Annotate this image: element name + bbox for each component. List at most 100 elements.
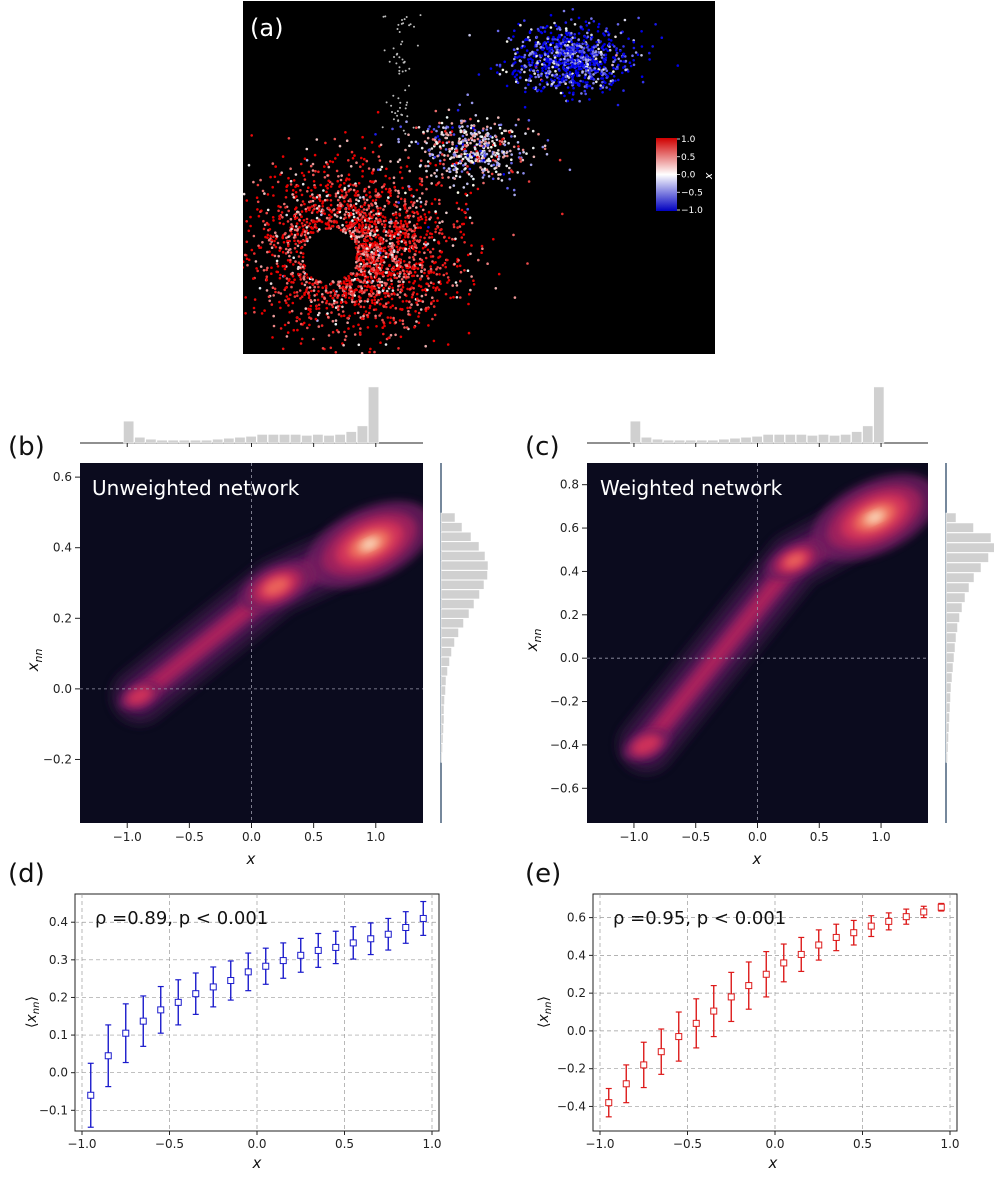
scatter-point — [364, 226, 368, 229]
scatter-point — [433, 143, 437, 146]
scatter-point — [476, 137, 480, 141]
scatter-point — [366, 264, 369, 268]
histogram-bar — [945, 532, 992, 543]
scatter-point — [470, 175, 473, 178]
scatter-point — [404, 247, 408, 251]
scatter-point — [368, 212, 371, 216]
scatter-point — [520, 64, 524, 68]
scatter-point — [368, 265, 372, 268]
scatter-point — [359, 285, 363, 288]
data-point — [384, 930, 392, 938]
scatter-point — [429, 265, 433, 268]
scatter-point — [272, 219, 275, 222]
scatter-point — [446, 281, 449, 284]
scatter-point — [562, 53, 565, 56]
scatter-point — [359, 327, 362, 330]
scatter-point — [555, 86, 558, 90]
scatter-point — [390, 292, 394, 296]
colorbar-tick-label: 0.5 — [681, 153, 695, 163]
scatter-point — [405, 229, 409, 233]
scatter-point — [324, 141, 327, 145]
scatter-point — [301, 200, 305, 203]
scatter-point — [400, 253, 404, 256]
scatter-point — [397, 97, 400, 100]
panel-c-ylabel-sub: nn — [531, 629, 544, 643]
scatter-point — [588, 84, 592, 88]
scatter-point — [278, 221, 282, 225]
scatter-point — [336, 294, 340, 297]
scatter-point — [384, 295, 387, 299]
scatter-point — [279, 306, 282, 310]
scatter-point — [286, 239, 289, 243]
scatter-point — [431, 357, 434, 360]
data-point — [850, 929, 858, 937]
scatter-point — [457, 259, 460, 262]
scatter-point — [328, 213, 331, 217]
scatter-point — [548, 49, 552, 52]
scatter-point — [573, 23, 577, 26]
scatter-point — [338, 204, 341, 207]
scatter-point — [531, 129, 535, 133]
scatter-point — [595, 80, 598, 84]
scatter-point — [245, 220, 248, 223]
scatter-point — [516, 51, 519, 54]
scatter-point — [549, 13, 553, 17]
scatter-point — [455, 201, 459, 205]
scatter-point — [573, 36, 577, 39]
histogram-bar — [945, 562, 982, 573]
scatter-point — [309, 310, 312, 314]
scatter-point — [371, 279, 375, 283]
scatter-point — [607, 33, 610, 37]
histogram-bar — [167, 439, 179, 444]
scatter-point — [370, 250, 374, 254]
histogram-bar — [945, 742, 949, 753]
scatter-point — [226, 225, 229, 228]
scatter-point — [380, 186, 384, 189]
scatter-point — [312, 180, 316, 183]
scatter-point — [341, 294, 345, 297]
scatter-point — [565, 72, 569, 75]
scatter-point — [588, 75, 591, 78]
scatter-point — [433, 313, 437, 317]
scatter-point — [309, 200, 313, 203]
scatter-point — [462, 164, 465, 167]
scatter-point — [594, 45, 598, 48]
scatter-point — [550, 46, 554, 50]
scatter-point — [565, 48, 569, 51]
scatter-point — [466, 158, 470, 161]
scatter-point — [350, 206, 354, 209]
scatter-point — [442, 162, 445, 166]
scatter-point — [371, 199, 375, 202]
scatter-point — [562, 9, 566, 13]
scatter-point — [398, 31, 401, 33]
scatter-point — [438, 273, 441, 276]
scatter-point — [413, 270, 417, 274]
scatter-point — [600, 56, 604, 59]
scatter-point — [376, 207, 380, 210]
scatter-point — [272, 235, 275, 238]
scatter-point — [428, 236, 431, 239]
scatter-point — [479, 149, 482, 153]
scatter-point — [382, 286, 386, 290]
scatter-point — [525, 49, 529, 52]
scatter-point — [389, 306, 392, 309]
scatter-point — [360, 270, 363, 273]
scatter-point — [395, 264, 399, 267]
scatter-point — [398, 208, 402, 211]
scatter-point — [414, 244, 418, 247]
scatter-point — [381, 289, 385, 293]
scatter-point — [401, 247, 405, 250]
scatter-point — [440, 173, 444, 176]
colorbar-tick-label: 1.0 — [681, 135, 696, 145]
scatter-point — [516, 171, 519, 174]
y-tick-label: 0.0 — [567, 1024, 586, 1038]
scatter-point — [573, 33, 576, 36]
scatter-point — [218, 242, 221, 245]
scatter-point — [586, 35, 590, 38]
scatter-point — [327, 221, 330, 224]
scatter-point — [390, 279, 393, 283]
scatter-point — [640, 75, 644, 78]
scatter-point — [601, 91, 604, 94]
scatter-point — [565, 62, 568, 66]
scatter-point — [372, 209, 375, 212]
